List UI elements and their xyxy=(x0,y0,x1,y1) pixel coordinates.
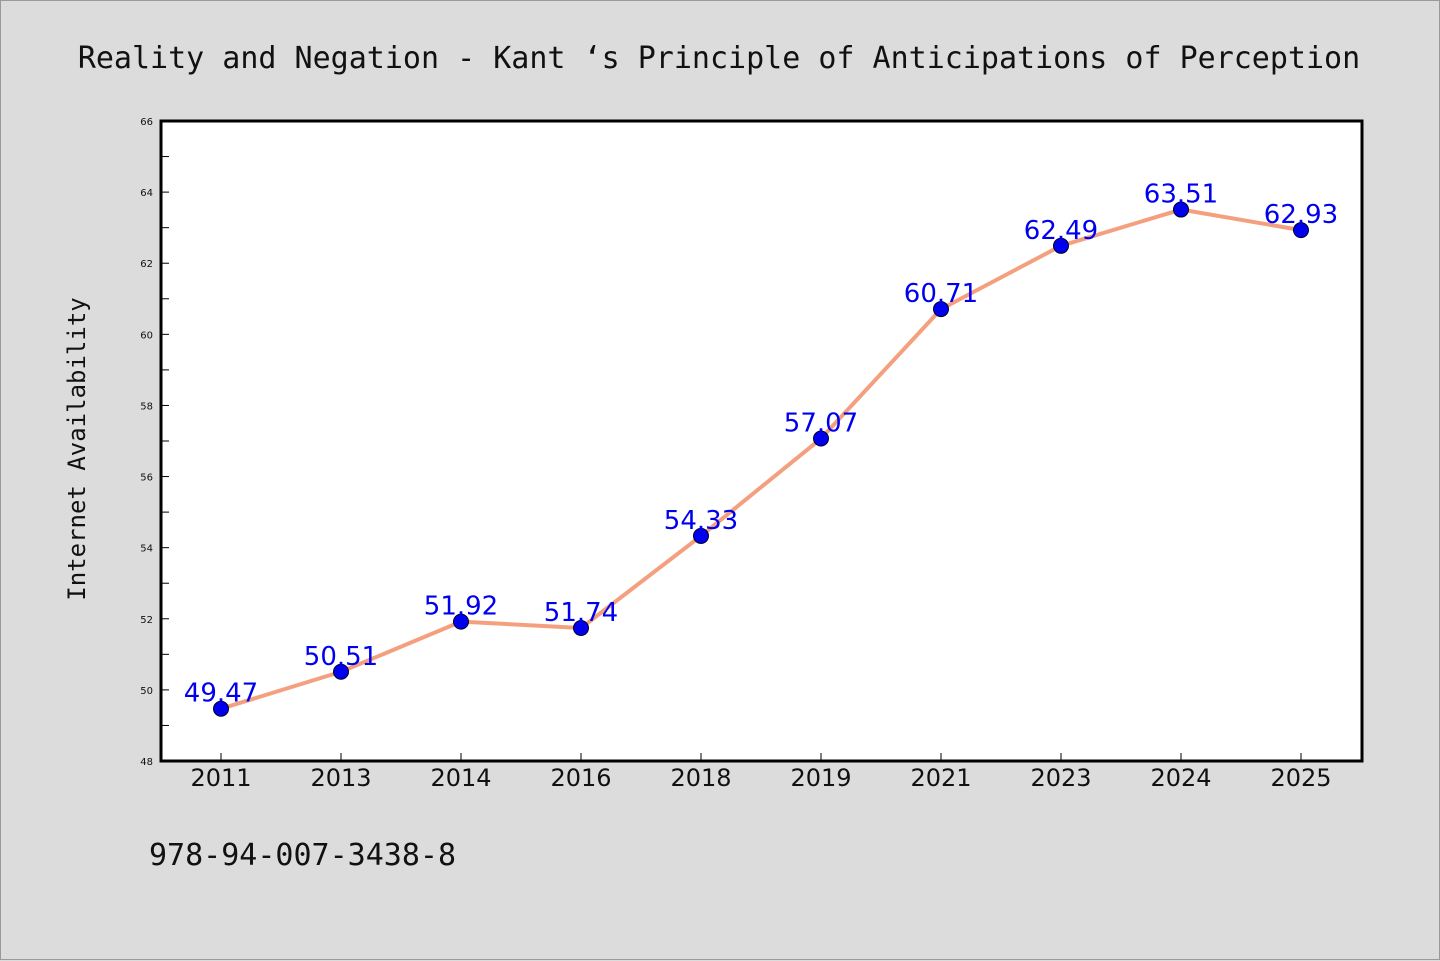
y-tick-label: 60 xyxy=(140,330,153,341)
y-tick-label: 50 xyxy=(140,686,153,697)
data-point xyxy=(933,301,949,318)
data-label: 54.33 xyxy=(664,506,738,536)
data-label: 50.51 xyxy=(304,642,378,672)
x-tick-label: 2013 xyxy=(310,764,371,792)
data-label: 51.74 xyxy=(544,598,618,628)
data-point xyxy=(693,527,709,544)
data-point xyxy=(453,613,469,630)
data-point xyxy=(213,700,229,717)
data-point xyxy=(1293,222,1309,239)
x-tick-label: 2021 xyxy=(910,764,971,792)
y-axis-label: Internet Availability xyxy=(63,297,91,600)
x-tick-label: 2024 xyxy=(1150,764,1211,792)
y-tick-label: 66 xyxy=(140,117,153,128)
data-label: 49.47 xyxy=(184,679,258,709)
data-point xyxy=(333,663,349,680)
x-tick-label: 2011 xyxy=(190,764,251,792)
y-tick-label: 64 xyxy=(140,188,153,199)
series-group: 49.47 50.51 51.92 51.74 54.33 57.07 60.71 62.49… xyxy=(184,180,1338,717)
data-label: 57.07 xyxy=(784,409,858,439)
plot-area xyxy=(159,119,1364,763)
x-tick-label: 2018 xyxy=(670,764,731,792)
data-point xyxy=(573,620,589,637)
data-label: 63.51 xyxy=(1144,180,1218,210)
x-axis-ticks: 2011 2013 2014 2016 2018 2019 2021 2023 2024 2025 xyxy=(190,753,1332,792)
data-point xyxy=(1053,237,1069,254)
y-tick-label: 56 xyxy=(140,473,153,484)
y-tick-label: 48 xyxy=(140,757,153,768)
data-label: 62.93 xyxy=(1264,200,1338,230)
x-tick-label: 2019 xyxy=(790,764,851,792)
data-point xyxy=(813,430,829,447)
x-tick-label: 2023 xyxy=(1030,764,1091,792)
x-tick-label: 2016 xyxy=(550,764,611,792)
y-tick-label: 54 xyxy=(140,544,153,555)
y-tick-label: 58 xyxy=(140,401,153,412)
data-label: 62.49 xyxy=(1024,216,1098,246)
isbn-text: 978-94-007-3438-8 xyxy=(149,838,456,873)
data-label: 51.92 xyxy=(424,592,498,622)
x-tick-label: 2025 xyxy=(1270,764,1331,792)
series-line xyxy=(219,207,1303,711)
chart-title: Reality and Negation - Kant ‘s Principle… xyxy=(78,41,1360,76)
y-axis-ticks: 48 50 52 54 56 58 60 62 64 66 xyxy=(140,117,169,768)
x-tick-label: 2014 xyxy=(430,764,491,792)
y-tick-label: 62 xyxy=(140,259,153,270)
data-point xyxy=(1173,201,1189,218)
y-tick-label: 52 xyxy=(140,615,153,626)
data-label: 60.71 xyxy=(904,279,978,309)
